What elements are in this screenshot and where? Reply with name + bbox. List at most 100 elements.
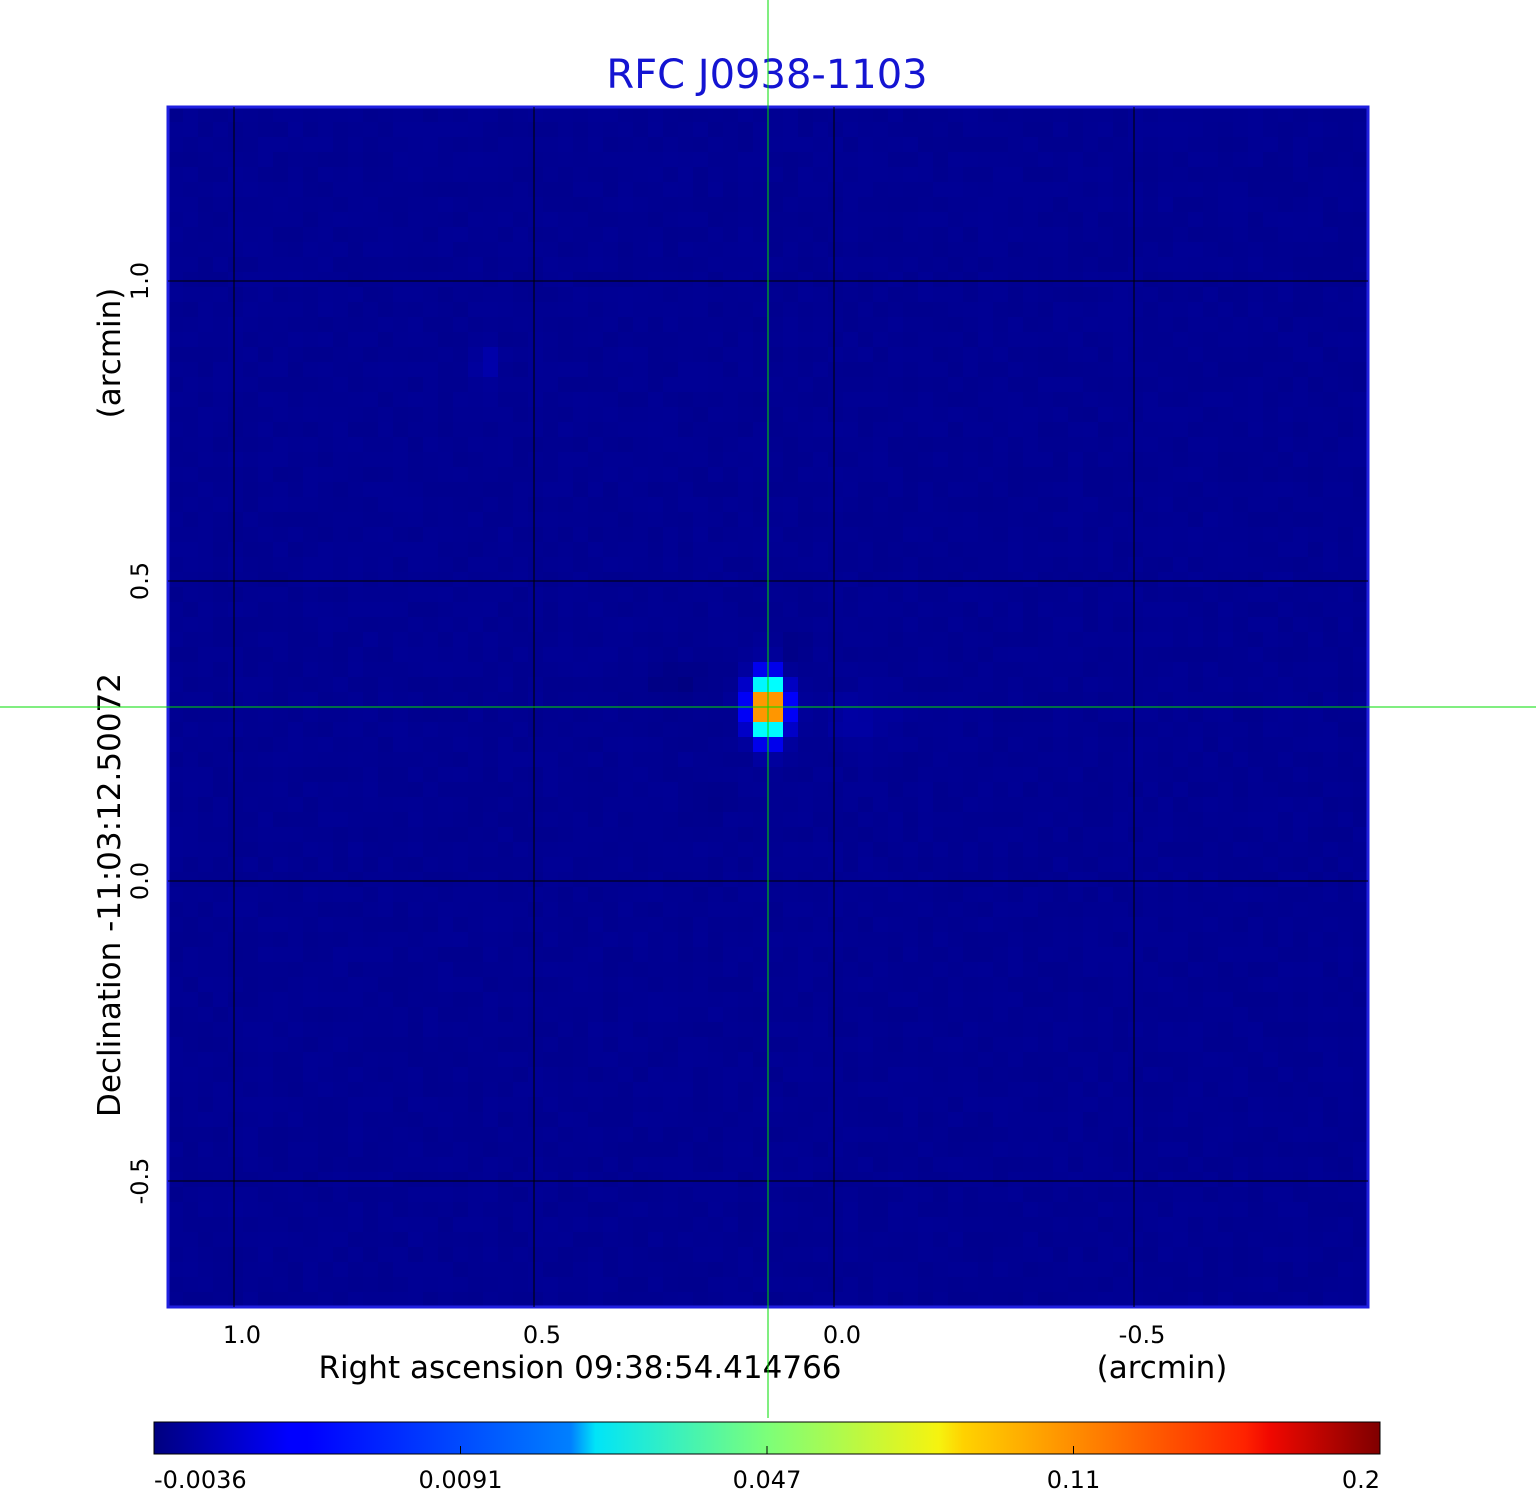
image-pixel — [453, 797, 469, 813]
image-pixel — [288, 497, 304, 513]
image-pixel — [633, 122, 649, 138]
image-pixel — [1188, 992, 1204, 1008]
image-pixel — [1158, 617, 1174, 633]
image-pixel — [708, 107, 724, 123]
image-pixel — [858, 512, 874, 528]
image-pixel — [183, 452, 199, 468]
image-pixel — [1203, 677, 1219, 693]
image-pixel — [198, 452, 214, 468]
image-pixel — [1083, 632, 1099, 648]
image-pixel — [1068, 857, 1084, 873]
image-pixel — [618, 377, 634, 393]
image-pixel — [318, 182, 334, 198]
image-pixel — [648, 992, 664, 1008]
image-pixel — [1173, 902, 1189, 918]
image-pixel — [1233, 677, 1249, 693]
image-pixel — [603, 647, 619, 663]
image-pixel — [573, 422, 589, 438]
image-pixel — [1143, 302, 1159, 318]
image-pixel — [933, 917, 949, 933]
image-pixel — [783, 527, 799, 543]
image-pixel — [663, 452, 679, 468]
image-pixel — [768, 842, 784, 858]
image-pixel — [828, 377, 844, 393]
image-pixel — [543, 392, 559, 408]
image-pixel — [483, 227, 499, 243]
image-pixel — [378, 527, 394, 543]
image-pixel — [888, 122, 904, 138]
image-pixel — [948, 782, 964, 798]
image-pixel — [258, 152, 274, 168]
image-pixel — [858, 992, 874, 1008]
image-pixel — [453, 647, 469, 663]
image-pixel — [963, 872, 979, 888]
image-pixel — [558, 767, 574, 783]
image-pixel — [183, 707, 199, 723]
image-pixel — [1323, 197, 1339, 213]
image-pixel — [1323, 917, 1339, 933]
image-pixel — [1083, 242, 1099, 258]
image-pixel — [483, 932, 499, 948]
image-pixel — [618, 317, 634, 333]
image-pixel — [1323, 662, 1339, 678]
image-pixel — [1068, 1022, 1084, 1038]
image-pixel — [438, 242, 454, 258]
image-pixel — [1188, 227, 1204, 243]
image-pixel — [753, 377, 769, 393]
image-pixel — [1203, 287, 1219, 303]
image-pixel — [633, 977, 649, 993]
image-pixel — [1323, 362, 1339, 378]
image-pixel — [1023, 797, 1039, 813]
image-pixel — [1248, 302, 1264, 318]
image-pixel — [1323, 977, 1339, 993]
image-pixel — [1008, 842, 1024, 858]
image-pixel — [933, 677, 949, 693]
image-pixel — [1188, 422, 1204, 438]
image-pixel — [1173, 197, 1189, 213]
image-pixel — [558, 902, 574, 918]
image-pixel — [873, 107, 889, 123]
image-pixel — [1248, 317, 1264, 333]
image-pixel — [558, 332, 574, 348]
image-pixel — [618, 842, 634, 858]
image-pixel — [1158, 347, 1174, 363]
image-pixel — [483, 917, 499, 933]
image-pixel — [648, 512, 664, 528]
image-pixel — [738, 992, 754, 1008]
image-pixel — [603, 512, 619, 528]
image-pixel — [918, 377, 934, 393]
image-pixel — [603, 437, 619, 453]
image-pixel — [588, 122, 604, 138]
image-pixel — [1083, 992, 1099, 1008]
image-pixel — [213, 1007, 229, 1023]
image-pixel — [498, 287, 514, 303]
image-pixel — [873, 962, 889, 978]
image-pixel — [303, 617, 319, 633]
image-pixel — [213, 377, 229, 393]
image-pixel — [1308, 182, 1324, 198]
image-pixel — [198, 467, 214, 483]
image-pixel — [198, 392, 214, 408]
image-pixel — [1278, 362, 1294, 378]
image-pixel — [1038, 662, 1054, 678]
image-pixel — [933, 212, 949, 228]
image-pixel — [273, 482, 289, 498]
image-pixel — [1218, 947, 1234, 963]
image-pixel — [1308, 122, 1324, 138]
image-pixel — [168, 617, 184, 633]
image-pixel — [768, 452, 784, 468]
image-pixel — [393, 737, 409, 753]
image-pixel — [633, 407, 649, 423]
image-pixel — [468, 632, 484, 648]
image-pixel — [363, 317, 379, 333]
image-pixel — [993, 182, 1009, 198]
image-pixel — [708, 572, 724, 588]
image-pixel — [273, 467, 289, 483]
image-pixel — [753, 557, 769, 573]
image-pixel — [753, 767, 769, 783]
image-pixel — [588, 707, 604, 723]
image-pixel — [1083, 107, 1099, 123]
image-pixel — [318, 572, 334, 588]
image-pixel — [873, 557, 889, 573]
image-pixel — [543, 947, 559, 963]
